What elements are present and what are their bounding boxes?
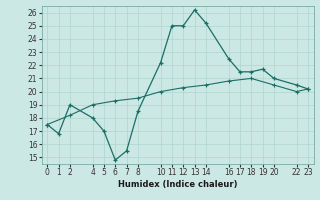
- X-axis label: Humidex (Indice chaleur): Humidex (Indice chaleur): [118, 180, 237, 189]
